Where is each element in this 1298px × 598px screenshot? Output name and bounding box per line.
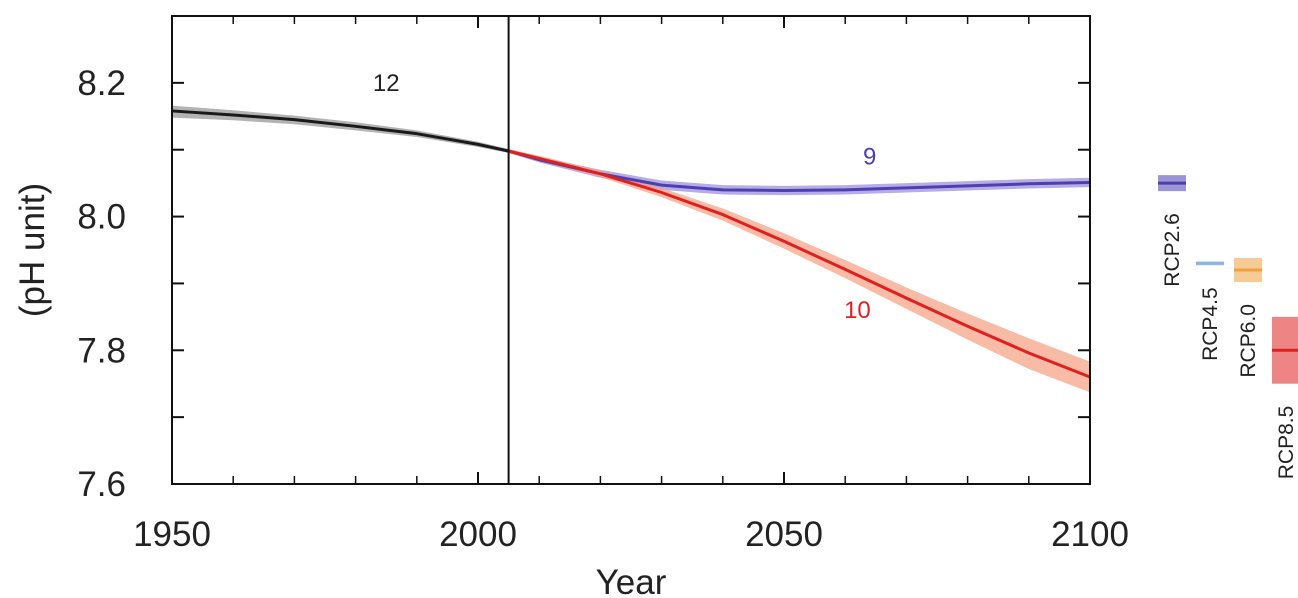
x-tick-label: 2050: [745, 515, 823, 554]
y-tick-label: 8.0: [77, 198, 126, 237]
series-line-2: [508, 149, 1091, 379]
legend-label: RCP6.0: [1237, 304, 1260, 378]
y-axis-title: (pH unit): [13, 183, 52, 317]
y-tick-label: 7.6: [77, 465, 126, 504]
axis-ticks: [171, 16, 1091, 485]
series-lines: [171, 109, 1091, 379]
y-tick-labels: 7.6 7.8 8.0 8.2: [77, 64, 126, 504]
legend-label: RCP4.5: [1199, 287, 1222, 361]
series-annotation: 10: [844, 297, 871, 324]
series-annotation: 9: [863, 143, 876, 170]
y-tick-label: 7.8: [77, 331, 126, 370]
x-axis-title: Year: [596, 563, 667, 598]
series-annotation: 12: [373, 70, 400, 97]
rcp-legend: RCP2.6 RCP4.5 RCP6.0 RCP8.5: [1158, 175, 1298, 479]
plot-frame: [171, 15, 1091, 485]
x-tick-label: 2100: [1051, 515, 1129, 554]
series-annotations: 12 9 10: [373, 70, 877, 324]
y-tick-label: 8.2: [77, 64, 126, 103]
x-tick-label: 1950: [133, 515, 211, 554]
series-band-2: [508, 149, 1091, 393]
legend-label: RCP8.5: [1275, 406, 1298, 480]
uncertainty-bands: [172, 105, 1091, 393]
series-band-0: [172, 105, 509, 154]
series-line-0: [171, 109, 509, 153]
legend-label: RCP2.6: [1161, 213, 1184, 287]
x-tick-label: 2000: [439, 515, 517, 554]
x-tick-labels: 1950 2000 2050 2100: [133, 515, 1129, 554]
